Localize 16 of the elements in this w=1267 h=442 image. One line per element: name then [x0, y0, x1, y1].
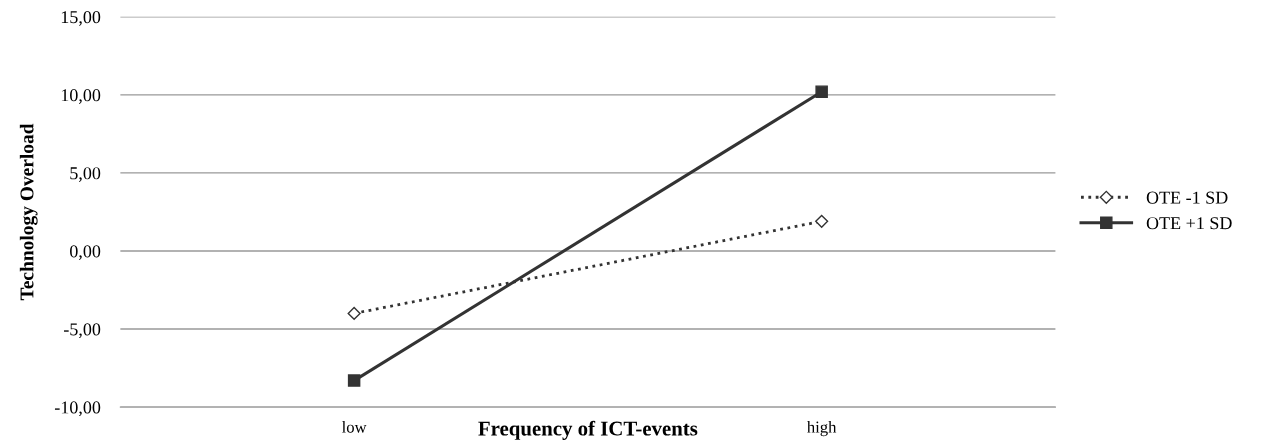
y-tick-label: 10,00: [61, 89, 101, 104]
legend-label: OTE -1 SD: [1146, 191, 1228, 204]
y-tick-label: -5,00: [63, 323, 101, 339]
point: [347, 306, 361, 321]
y-tick-label: 15,00: [61, 11, 101, 26]
x-tick-label: high: [807, 420, 837, 437]
y-tick-label: 0,00: [70, 245, 101, 261]
legend-label: OTE +1 SD: [1146, 217, 1232, 230]
x-axis-title: Frequency of ICT-events: [478, 420, 698, 440]
x-tick-label: low: [341, 420, 367, 433]
y-axis-title: Technology Overload: [19, 123, 38, 301]
y-tick-label: -10,00: [54, 401, 101, 417]
y-tick-label: 5,00: [70, 167, 101, 182]
point: [815, 214, 829, 228]
point: [815, 85, 828, 98]
point: [347, 374, 361, 387]
